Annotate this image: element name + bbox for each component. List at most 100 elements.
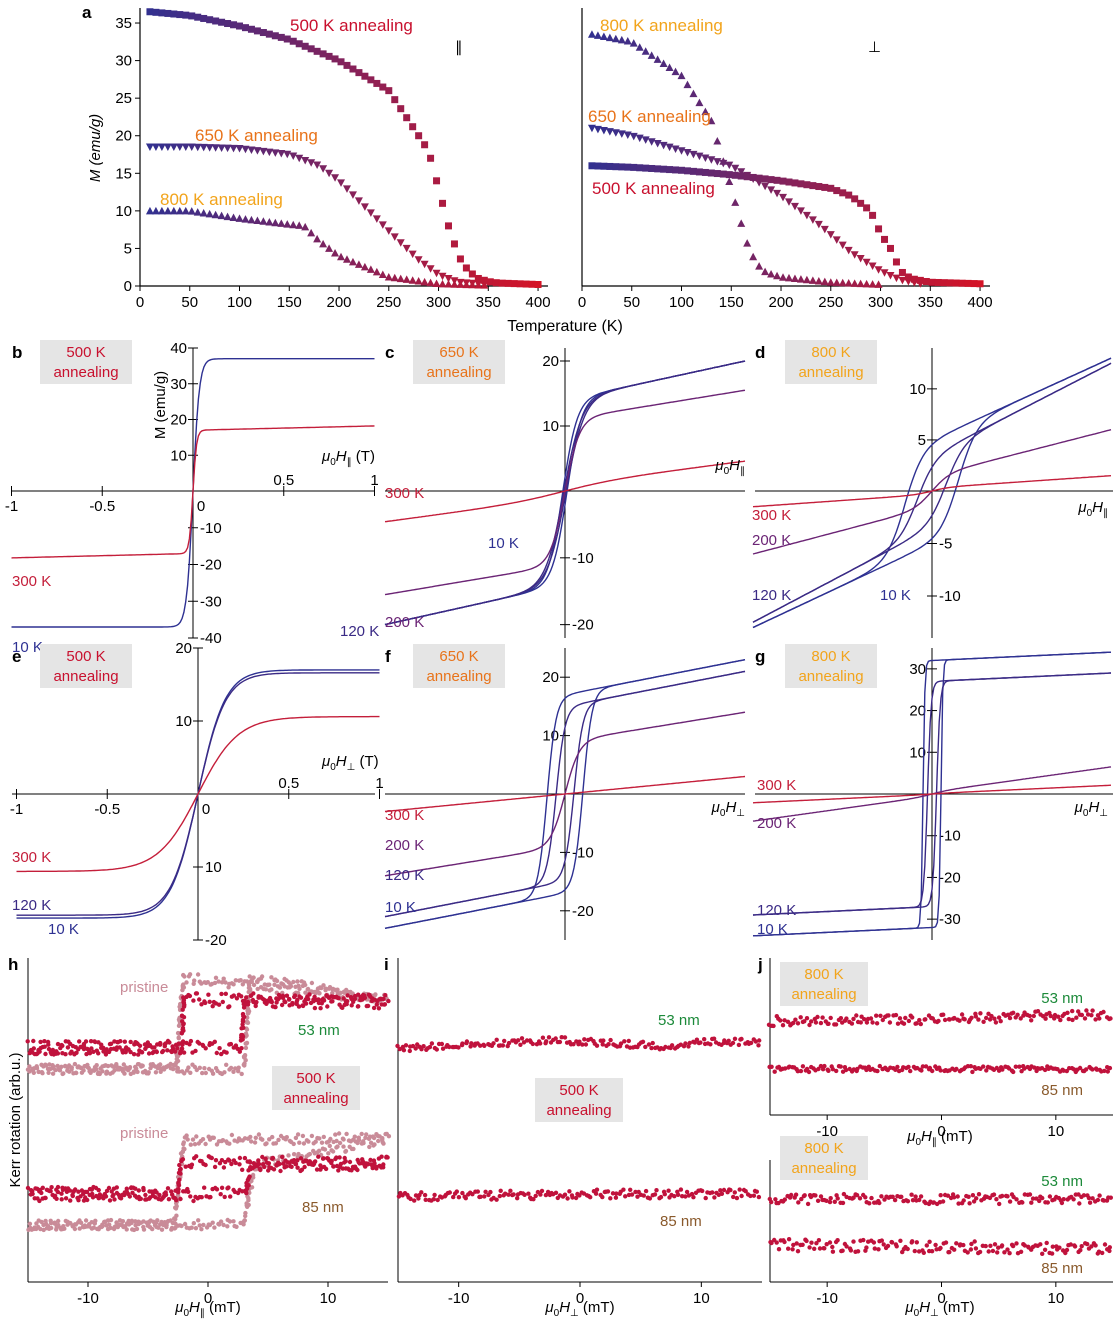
- data-point: [773, 271, 782, 280]
- data-point: [224, 20, 232, 28]
- kerr-point: [122, 1039, 128, 1044]
- pristine-point: [380, 1140, 385, 1145]
- pristine-point: [164, 1222, 169, 1228]
- kerr-point: [669, 1043, 675, 1048]
- pristine-point: [361, 1139, 366, 1144]
- data-point: [319, 50, 327, 58]
- kerr-point: [1000, 1067, 1005, 1072]
- kerr-point: [887, 1020, 893, 1025]
- hysteresis-curve: [16, 715, 380, 873]
- data-point: [432, 269, 441, 278]
- data-point: [516, 280, 524, 288]
- annotation-text: 500 K: [559, 1082, 598, 1099]
- pristine-point: [39, 1070, 45, 1075]
- kerr-point: [678, 1187, 684, 1192]
- pristine-point: [140, 1070, 146, 1075]
- data-point: [731, 171, 739, 179]
- series-label: 53 nm: [1041, 990, 1083, 1007]
- kerr-point: [178, 1166, 183, 1172]
- kerr-point: [1015, 1012, 1020, 1017]
- kerr-point: [539, 1188, 545, 1194]
- data-point: [230, 21, 238, 29]
- kerr-point: [28, 1047, 34, 1053]
- kerr-point: [1097, 1016, 1102, 1021]
- kerr-point: [786, 1246, 791, 1251]
- pristine-point: [269, 975, 274, 980]
- kerr-point: [78, 1194, 83, 1199]
- kerr-point: [538, 1041, 543, 1046]
- kerr-point: [986, 1011, 991, 1016]
- kerr-point: [219, 1185, 225, 1191]
- pristine-point: [249, 1178, 254, 1184]
- kerr-point: [213, 1158, 219, 1163]
- kerr-point: [666, 1188, 671, 1193]
- annotation-box: [40, 644, 132, 688]
- kerr-point: [698, 1040, 703, 1045]
- kerr-point: [336, 1168, 341, 1173]
- x-axis-label: μ0H⊥ (mT): [904, 1299, 974, 1319]
- kerr-point: [978, 1011, 983, 1016]
- kerr-point: [1068, 1242, 1074, 1247]
- y-axis-label: M (emu/g): [87, 114, 104, 182]
- kerr-point: [299, 1167, 305, 1173]
- kerr-point: [663, 1044, 668, 1050]
- data-point: [414, 277, 423, 285]
- pristine-point: [300, 1133, 306, 1139]
- kerr-point: [223, 1159, 228, 1165]
- kerr-point: [240, 1034, 246, 1039]
- data-point: [415, 132, 423, 140]
- pristine-point: [340, 1136, 346, 1141]
- series-label: 120 K: [12, 897, 51, 914]
- pristine-point: [77, 1226, 82, 1231]
- hysteresis-curve: [11, 425, 375, 559]
- pristine-point: [124, 1066, 129, 1072]
- pristine-point: [307, 1151, 312, 1157]
- kerr-point: [947, 1017, 952, 1022]
- series-label: 500 K annealing: [290, 16, 413, 35]
- kerr-point: [708, 1042, 713, 1047]
- pristine-point: [112, 1068, 117, 1073]
- pristine-point: [247, 986, 253, 992]
- pristine-point: [271, 1141, 276, 1146]
- data-point: [331, 248, 340, 257]
- kerr-point: [675, 1192, 681, 1198]
- kerr-point: [1082, 1016, 1088, 1021]
- data-point: [642, 164, 650, 172]
- kerr-point: [316, 997, 321, 1002]
- pristine-point: [233, 978, 238, 983]
- kerr-point: [646, 1042, 652, 1047]
- kerr-point: [986, 1249, 991, 1254]
- kerr-point: [211, 999, 217, 1005]
- pristine-point: [330, 1149, 336, 1154]
- kerr-point: [838, 1064, 843, 1069]
- kerr-point: [248, 993, 253, 998]
- kerr-point: [1101, 1009, 1106, 1015]
- pristine-point: [95, 1226, 101, 1231]
- pristine-point: [91, 1225, 97, 1230]
- kerr-point: [1107, 1065, 1113, 1071]
- kerr-point: [899, 1194, 904, 1200]
- kerr-point: [895, 1064, 900, 1070]
- kerr-point: [684, 1189, 690, 1195]
- data-point: [217, 144, 226, 152]
- kerr-point: [302, 999, 307, 1004]
- data-point: [498, 279, 506, 287]
- kerr-point: [970, 1069, 975, 1075]
- pristine-point: [74, 1070, 79, 1076]
- kerr-point: [814, 1241, 819, 1246]
- kerr-point: [972, 1239, 977, 1244]
- pristine-point: [383, 1131, 388, 1137]
- pristine-point: [226, 985, 231, 990]
- data-point: [605, 33, 614, 42]
- data-point: [366, 265, 375, 273]
- data-point: [390, 233, 399, 241]
- pristine-point: [286, 1153, 291, 1158]
- panel-letter: e: [12, 647, 21, 666]
- kerr-point: [325, 994, 330, 999]
- kerr-point: [358, 997, 363, 1003]
- series-label: pristine: [120, 1125, 168, 1142]
- kerr-point: [680, 1194, 685, 1199]
- kerr-point: [640, 1039, 646, 1045]
- data-point: [199, 208, 208, 217]
- data-point: [719, 170, 727, 178]
